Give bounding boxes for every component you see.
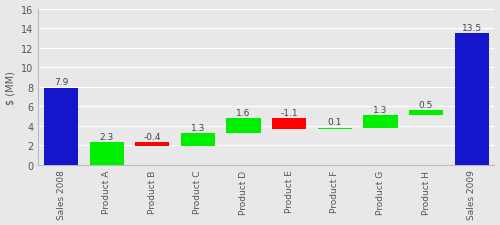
Bar <box>136 143 170 146</box>
Text: 7.9: 7.9 <box>54 78 68 87</box>
Text: 0.1: 0.1 <box>328 118 342 127</box>
Bar <box>44 88 78 165</box>
Bar <box>90 143 124 165</box>
Text: 1.6: 1.6 <box>236 108 251 117</box>
Y-axis label: $ (MM): $ (MM) <box>6 70 16 104</box>
Text: 13.5: 13.5 <box>462 24 481 33</box>
Bar <box>364 115 398 128</box>
Bar <box>318 128 352 129</box>
Bar <box>409 110 443 115</box>
Text: -0.4: -0.4 <box>144 133 161 142</box>
Text: 0.5: 0.5 <box>419 100 433 109</box>
Bar <box>272 118 306 129</box>
Text: -1.1: -1.1 <box>280 108 298 117</box>
Bar <box>226 118 260 134</box>
Bar <box>454 34 488 165</box>
Text: 1.3: 1.3 <box>191 124 205 133</box>
Text: 1.3: 1.3 <box>373 105 388 114</box>
Text: 2.3: 2.3 <box>100 133 114 142</box>
Bar <box>181 134 215 146</box>
